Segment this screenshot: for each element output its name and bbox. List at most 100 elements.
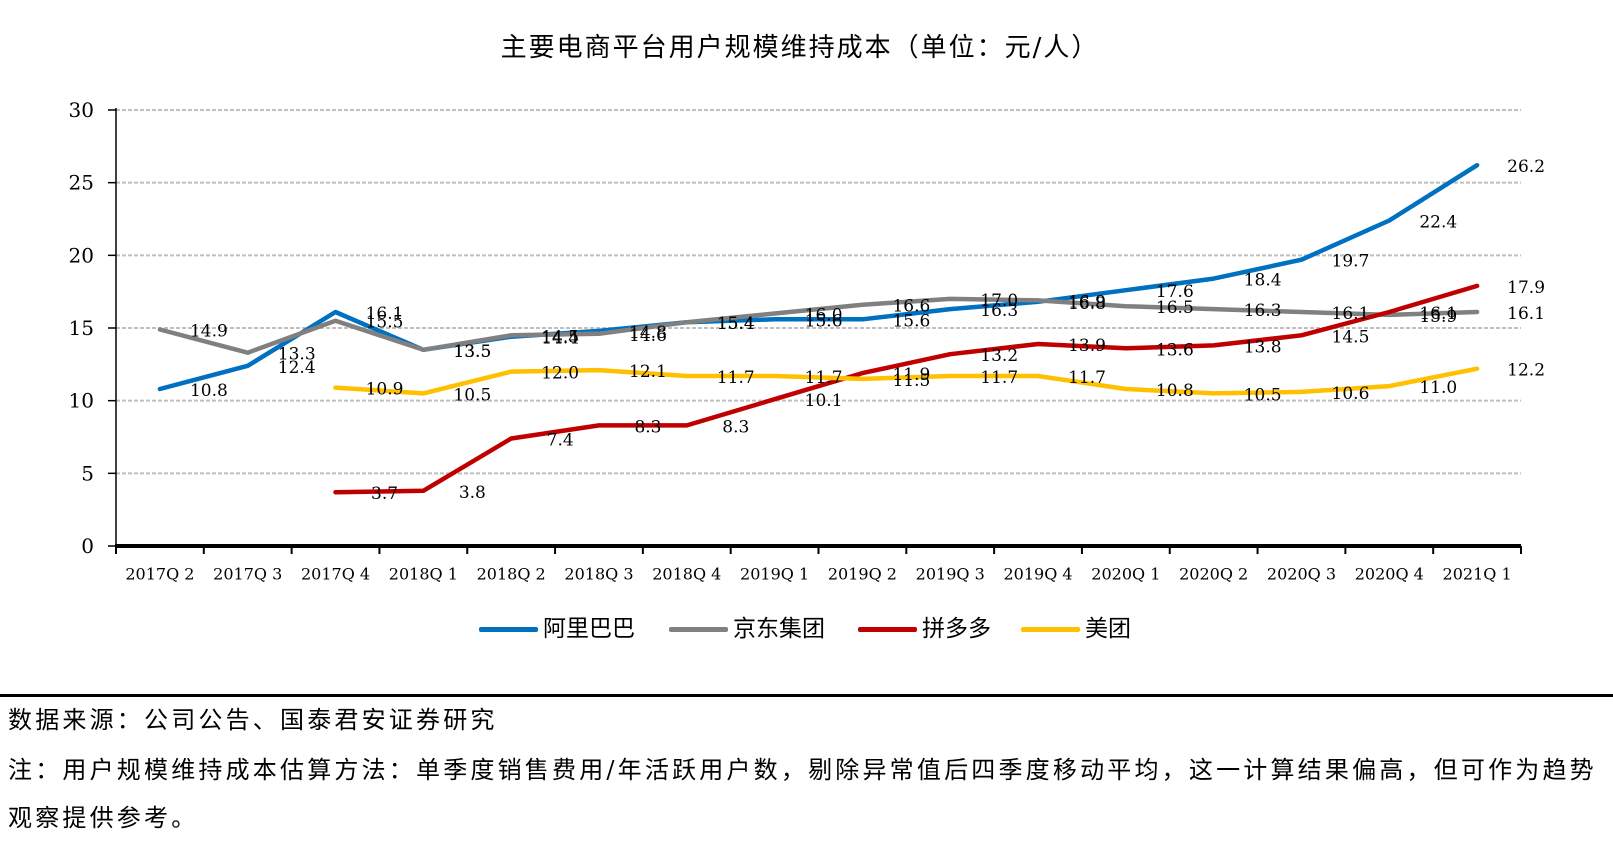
data-label-jd: 15.9	[1419, 307, 1457, 327]
data-label-alibaba: 15.6	[805, 311, 843, 331]
methodology-note: 注：用户规模维持成本估算方法：单季度销售费用/年活跃用户数，剔除异常值后四季度移…	[8, 756, 1597, 832]
data-source-note: 数据来源：公司公告、国泰君安证券研究	[8, 706, 498, 734]
data-label-alibaba: 15.4	[717, 314, 755, 334]
data-label-meituan: 10.5	[453, 385, 491, 405]
data-label-jd: 15.4	[717, 314, 755, 334]
legend-label-pinduoduo: 拼多多	[922, 616, 991, 642]
legend-label-meituan: 美团	[1085, 616, 1131, 642]
data-label-pinduoduo: 3.7	[371, 484, 398, 504]
data-label-meituan: 11.5	[892, 371, 930, 391]
data-label-alibaba: 16.3	[980, 301, 1018, 321]
data-label-alibaba: 16.8	[1068, 294, 1106, 314]
data-label-alibaba: 18.4	[1244, 271, 1282, 291]
series-line-meituan	[333, 366, 1480, 396]
y-tick-label: 10	[69, 389, 94, 413]
chart-title: 主要电商平台用户规模维持成本（单位：元/人）	[500, 33, 1100, 63]
section-divider	[0, 694, 1613, 697]
data-label-alibaba: 15.6	[892, 311, 930, 331]
data-label-pinduoduo: 8.3	[722, 417, 749, 437]
data-label-meituan: 10.8	[1156, 381, 1194, 401]
data-label-meituan: 12.1	[629, 362, 667, 382]
x-tick-label: 2020Q 4	[1355, 565, 1424, 584]
gridlines	[116, 109, 1521, 475]
data-label-jd: 13.5	[453, 342, 491, 362]
data-label-pinduoduo: 3.8	[459, 483, 486, 503]
chart-legend: 阿里巴巴 京东集团 拼多多 美团	[0, 612, 1613, 646]
data-label-pinduoduo: 13.6	[1156, 340, 1194, 360]
data-label-pinduoduo: 8.3	[634, 417, 661, 437]
y-tick-label: 15	[69, 316, 94, 340]
x-tick-label: 2017Q 2	[125, 565, 194, 584]
data-label-pinduoduo: 13.8	[1244, 337, 1282, 357]
x-tick-label: 2019Q 3	[916, 565, 985, 584]
data-label-meituan: 12.2	[1507, 361, 1545, 381]
data-label-meituan: 11.7	[805, 368, 843, 388]
y-tick-label: 5	[81, 461, 94, 485]
data-label-pinduoduo: 16.1	[1419, 304, 1457, 324]
data-label-pinduoduo: 11.9	[892, 365, 930, 385]
data-label-jd: 16.9	[1068, 292, 1106, 312]
data-label-alibaba: 14.8	[629, 323, 667, 343]
x-tick-label: 2018Q 4	[652, 565, 721, 584]
data-label-alibaba: 19.7	[1332, 252, 1370, 272]
data-label-alibaba: 22.4	[1419, 212, 1457, 232]
x-tick-label: 2018Q 3	[564, 565, 633, 584]
data-label-jd: 17.0	[980, 291, 1018, 311]
legend-item-alibaba[interactable]: 阿里巴巴	[479, 612, 635, 646]
data-label-jd: 14.9	[190, 321, 228, 341]
x-tick-label: 2020Q 2	[1179, 565, 1248, 584]
data-label-jd: 14.6	[629, 326, 667, 346]
data-label-pinduoduo: 13.9	[1068, 336, 1106, 356]
series-line-alibaba	[157, 162, 1480, 392]
y-tick-label: 30	[69, 98, 94, 122]
data-label-meituan: 11.7	[1068, 368, 1106, 388]
data-label-jd: 16.1	[1332, 304, 1370, 324]
x-tick-label: 2018Q 1	[389, 565, 458, 584]
data-label-meituan: 11.7	[717, 368, 755, 388]
data-labels: 10.8 12.4 16.1 13.5 14.4 14.8 15.4 15.6 15.6 16.3…	[190, 157, 1545, 504]
y-tick-label: 20	[69, 243, 94, 267]
data-label-alibaba: 14.4	[541, 329, 579, 349]
legend-swatch-meituan	[1021, 626, 1080, 632]
data-label-pinduoduo: 13.2	[980, 346, 1018, 366]
legend-item-pinduoduo[interactable]: 拼多多	[858, 612, 991, 646]
x-tick-label: 2019Q 2	[828, 565, 897, 584]
data-label-alibaba: 12.4	[278, 358, 316, 378]
legend-label-jd: 京东集团	[733, 616, 825, 642]
x-tick-label: 2019Q 1	[740, 565, 809, 584]
data-label-jd: 15.5	[366, 313, 404, 333]
x-tick-label: 2020Q 1	[1091, 565, 1160, 584]
legend-item-meituan[interactable]: 美团	[1021, 612, 1131, 646]
data-label-jd: 13.3	[278, 345, 316, 365]
data-label-meituan: 10.5	[1244, 385, 1282, 405]
legend-swatch-pinduoduo	[858, 626, 917, 632]
data-label-jd: 16.1	[1507, 304, 1545, 324]
series-lines	[157, 162, 1480, 495]
legend-item-jd[interactable]: 京东集团	[669, 612, 825, 646]
data-label-meituan: 10.9	[366, 380, 404, 400]
data-label-pinduoduo: 10.1	[805, 391, 843, 411]
data-label-pinduoduo: 14.5	[1332, 327, 1370, 347]
series-line-pinduoduo	[333, 283, 1480, 495]
axes: 0 5 10 15 20 25 30 2017Q 2 2017Q 3 2017Q 4 2018Q 1…	[69, 98, 1522, 584]
legend-swatch-jd	[669, 626, 728, 632]
data-label-jd: 14.5	[541, 327, 579, 347]
x-tick-label: 2017Q 4	[301, 565, 370, 584]
data-label-alibaba: 26.2	[1507, 157, 1545, 177]
data-label-alibaba: 16.1	[366, 304, 404, 324]
y-tick-label: 25	[69, 171, 94, 195]
data-label-alibaba: 13.5	[453, 342, 491, 362]
y-tick-label: 0	[81, 534, 94, 558]
data-label-meituan: 12.0	[541, 364, 579, 384]
series-line-jd	[157, 296, 1480, 355]
data-label-meituan: 10.6	[1332, 384, 1370, 404]
data-label-alibaba: 10.8	[190, 381, 228, 401]
x-tick-label: 2018Q 2	[477, 565, 546, 584]
x-tick-label: 2020Q 3	[1267, 565, 1336, 584]
line-chart: 0 5 10 15 20 25 30 2017Q 2 2017Q 3 2017Q 4 2018Q 1…	[69, 98, 1545, 584]
x-tick-label: 2019Q 4	[1003, 565, 1072, 584]
data-label-jd: 16.0	[805, 305, 843, 325]
data-label-jd: 16.6	[892, 297, 930, 317]
data-label-meituan: 11.7	[980, 368, 1018, 388]
legend-swatch-alibaba	[479, 626, 538, 632]
